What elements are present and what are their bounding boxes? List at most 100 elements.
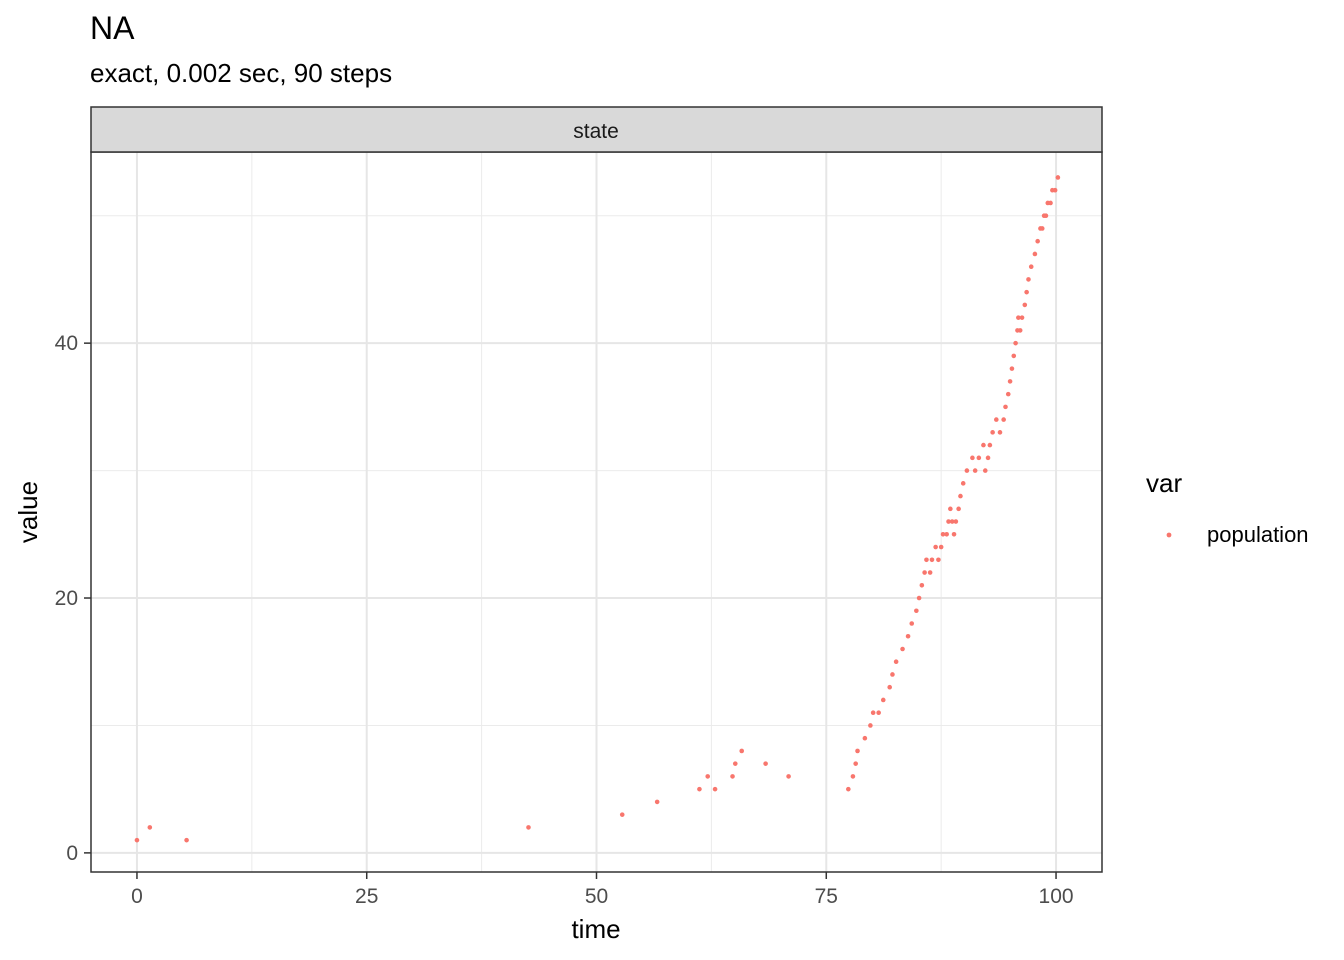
data-point xyxy=(1039,226,1045,231)
data-point xyxy=(946,519,951,524)
data-point xyxy=(1032,251,1038,257)
data-point xyxy=(997,430,1003,435)
grid-lines xyxy=(91,152,1102,872)
data-point xyxy=(936,557,941,563)
data-point xyxy=(919,582,925,588)
data-point xyxy=(763,761,768,766)
data-point xyxy=(880,697,886,703)
x-tick-label: 25 xyxy=(355,885,378,908)
data-point xyxy=(953,519,959,524)
data-point xyxy=(846,786,851,792)
data-point xyxy=(1052,187,1058,193)
data-point xyxy=(850,774,856,779)
data-point xyxy=(853,761,858,766)
data-point xyxy=(964,468,970,473)
data-point xyxy=(855,748,860,754)
data-point xyxy=(949,519,955,524)
data-points xyxy=(134,175,1061,843)
x-axis: 0 25 50 75 100 xyxy=(131,872,1074,908)
data-point xyxy=(1011,353,1017,359)
data-point xyxy=(940,532,946,537)
y-axis-label: value xyxy=(13,481,43,543)
x-tick-label: 50 xyxy=(585,885,608,908)
data-point xyxy=(887,684,892,690)
data-point xyxy=(147,825,153,830)
data-point xyxy=(958,493,963,499)
x-tick-label: 75 xyxy=(815,885,838,908)
data-point xyxy=(922,570,927,575)
data-point xyxy=(976,455,982,461)
data-point xyxy=(697,786,702,792)
x-axis-label: time xyxy=(571,914,620,944)
data-point xyxy=(712,786,718,792)
chart-title: NA xyxy=(90,10,135,46)
y-tick-label: 40 xyxy=(55,332,78,355)
data-point xyxy=(994,417,999,422)
data-point xyxy=(972,468,978,473)
data-point xyxy=(1013,340,1018,346)
data-point xyxy=(1026,277,1031,282)
data-point xyxy=(876,710,881,716)
data-point xyxy=(916,595,922,601)
data-point xyxy=(914,608,919,614)
x-tick-label: 100 xyxy=(1039,885,1074,908)
data-point xyxy=(1035,238,1040,244)
data-point xyxy=(705,774,711,779)
data-point xyxy=(909,621,915,626)
data-point xyxy=(951,532,957,537)
y-axis: 0 20 40 xyxy=(55,332,91,865)
data-point xyxy=(990,430,995,435)
data-point xyxy=(739,748,745,754)
data-point xyxy=(924,557,929,563)
data-point xyxy=(526,825,531,830)
y-tick-label: 20 xyxy=(55,587,78,610)
data-point xyxy=(1024,289,1029,295)
data-point xyxy=(786,774,791,779)
data-point xyxy=(982,468,988,473)
legend-key-population xyxy=(1166,532,1172,538)
data-point xyxy=(987,442,993,448)
data-point xyxy=(893,659,899,665)
data-point xyxy=(868,723,873,728)
data-point xyxy=(1001,417,1006,422)
data-point xyxy=(1055,175,1061,180)
facet-strip xyxy=(90,106,1103,153)
data-point xyxy=(1007,379,1013,384)
facet-strip-label: state xyxy=(573,120,619,143)
data-point xyxy=(948,506,953,512)
data-point xyxy=(944,532,949,537)
data-point xyxy=(1017,328,1023,333)
data-point xyxy=(890,672,895,677)
data-point xyxy=(654,799,660,805)
data-point xyxy=(1009,366,1015,371)
data-point xyxy=(1019,315,1025,320)
data-point xyxy=(1028,264,1034,269)
data-point xyxy=(870,710,876,716)
legend-label-population: population xyxy=(1207,522,1309,547)
data-point xyxy=(730,774,735,779)
data-point xyxy=(1016,315,1021,320)
data-point xyxy=(1005,391,1011,397)
data-point xyxy=(1043,213,1049,219)
data-point xyxy=(970,455,975,461)
data-point xyxy=(929,557,935,563)
data-point xyxy=(960,481,966,486)
chart-subtitle: exact, 0.002 sec, 90 steps xyxy=(90,58,393,88)
y-tick-label: 0 xyxy=(66,842,78,865)
data-point xyxy=(1003,404,1008,410)
data-point xyxy=(732,761,738,766)
legend-title: var xyxy=(1146,468,1183,498)
data-point xyxy=(1048,200,1053,206)
data-point xyxy=(1022,302,1028,308)
data-point xyxy=(905,633,911,639)
data-point xyxy=(938,544,944,550)
data-point xyxy=(134,837,140,843)
data-point xyxy=(985,455,991,461)
x-tick-label: 0 xyxy=(131,885,143,908)
data-point xyxy=(900,646,905,652)
data-point xyxy=(619,812,625,817)
data-point xyxy=(981,442,986,448)
data-point xyxy=(184,837,189,843)
data-point xyxy=(956,506,961,512)
